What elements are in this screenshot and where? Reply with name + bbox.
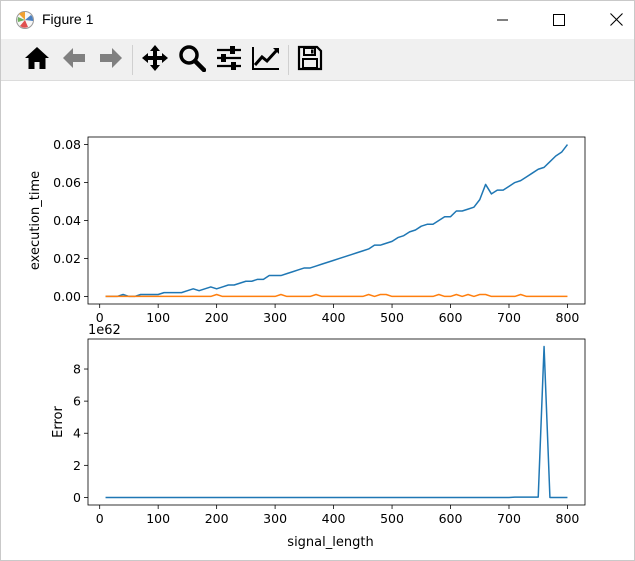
bottom-x-axis-label: signal_length xyxy=(287,535,373,550)
top-x-tick-label: 100 xyxy=(146,310,170,325)
bottom-x-tick-label: 500 xyxy=(380,511,404,526)
bottom-y-tick-label: 2 xyxy=(73,458,81,473)
pan-button[interactable] xyxy=(140,45,170,75)
top-x-tick-label: 500 xyxy=(380,310,404,325)
zoom-button[interactable] xyxy=(177,45,207,75)
top-x-tick-label: 800 xyxy=(556,310,580,325)
bottom-x-tick-label: 400 xyxy=(322,511,346,526)
close-icon xyxy=(609,11,623,30)
home-button[interactable] xyxy=(22,45,52,75)
bottom-x-tick-label: 200 xyxy=(205,511,229,526)
magnifier-icon xyxy=(178,44,207,76)
back-button[interactable] xyxy=(59,45,89,75)
top-x-tick-label: 300 xyxy=(263,310,287,325)
bottom-x-tick-label: 800 xyxy=(556,511,580,526)
bottom-series-line-1 xyxy=(105,345,568,499)
top-x-tick-label: 0 xyxy=(96,310,104,325)
top-y-tick-label: 0.04 xyxy=(53,213,81,228)
top-x-tick-label: 600 xyxy=(439,310,463,325)
bottom-axes-frame xyxy=(87,338,586,506)
bottom-y-tick-label: 0 xyxy=(73,490,81,505)
save-button[interactable] xyxy=(295,45,325,75)
configure-subplots-button[interactable] xyxy=(214,45,244,75)
toolbar-separator xyxy=(132,45,133,75)
top-y-tick-label: 0.06 xyxy=(53,175,81,190)
navigation-toolbar xyxy=(1,39,634,81)
top-y-axis-label: execution_time xyxy=(28,171,43,270)
top-y-tick-label: 0.08 xyxy=(53,137,81,152)
move-icon xyxy=(141,44,169,76)
bottom-offset-label: 1e62 xyxy=(88,323,121,338)
edit-axes-button[interactable] xyxy=(251,45,281,75)
top-y-tick-label: 0.00 xyxy=(53,289,81,304)
matplotlib-app-icon xyxy=(15,10,35,30)
bottom-x-tick-label: 700 xyxy=(497,511,521,526)
bottom-y-tick-label: 6 xyxy=(73,394,81,409)
top-x-tick-label: 200 xyxy=(205,310,229,325)
minimize-button[interactable] xyxy=(474,1,532,39)
top-axes-frame xyxy=(87,136,586,305)
top-x-tick-label: 700 xyxy=(497,310,521,325)
figure-plot: 0 100 200 300 400 500 600 700 8000.000.020.040.0… xyxy=(28,136,586,550)
arrow-right-icon xyxy=(98,45,124,75)
top-x-tick-label: 400 xyxy=(322,310,346,325)
toolbar-separator xyxy=(288,45,289,75)
floppy-disk-icon xyxy=(297,45,323,75)
bottom-x-tick-label: 0 xyxy=(96,511,104,526)
top-series-line-1 xyxy=(105,144,569,298)
top-y-tick-label: 0.02 xyxy=(53,251,81,266)
close-button[interactable] xyxy=(587,1,634,39)
forward-button[interactable] xyxy=(96,45,126,75)
bottom-x-tick-label: 300 xyxy=(263,511,287,526)
title-bar: Figure 1 xyxy=(1,1,634,39)
bottom-x-tick-label: 100 xyxy=(146,511,170,526)
maximize-button[interactable] xyxy=(530,1,588,39)
bottom-y-tick-label: 4 xyxy=(73,426,81,441)
arrow-left-icon xyxy=(61,45,87,75)
trend-icon xyxy=(251,44,281,76)
bottom-y-tick-label: 8 xyxy=(73,362,81,377)
sliders-icon xyxy=(215,44,243,76)
window-title: Figure 1 xyxy=(42,11,94,27)
maximize-icon xyxy=(553,11,565,30)
bottom-y-axis-label: Error xyxy=(51,406,66,438)
minimize-icon xyxy=(497,11,509,30)
home-icon xyxy=(24,45,50,75)
top-series-line-2 xyxy=(105,293,568,298)
bottom-x-tick-label: 600 xyxy=(439,511,463,526)
figure-canvas[interactable]: 0 100 200 300 400 500 600 700 800 0.00 0.02 0.04 0.0… xyxy=(7,81,629,559)
